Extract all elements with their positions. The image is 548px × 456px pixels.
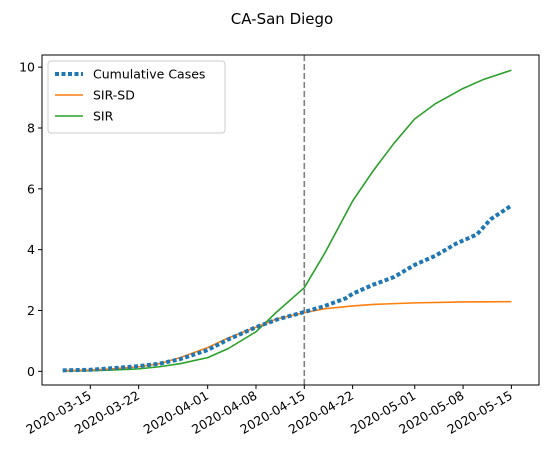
- y-tick-label: 10: [19, 60, 35, 75]
- y-tick-label: 8: [27, 120, 35, 135]
- legend-label: SIR: [93, 109, 114, 124]
- y-tick-label: 0: [27, 364, 35, 379]
- plot-frame: [41, 54, 540, 386]
- series-line-sir-sd: [62, 300, 512, 372]
- y-tick-label: 4: [27, 242, 35, 257]
- y-tick-label: 6: [27, 181, 35, 196]
- legend-label: SIR-SD: [93, 88, 135, 103]
- legend: Cumulative Cases SIR-SD SIR: [47, 60, 226, 134]
- legend-box: [47, 60, 226, 134]
- legend-label: Cumulative Cases: [93, 67, 205, 82]
- x-axis: 2020-03-152020-03-222020-04-012020-04-08…: [23, 385, 515, 437]
- series-line-cumulative-cases: [62, 203, 513, 373]
- chart-title: CA-San Diego: [231, 10, 333, 28]
- series-line-sir: [62, 69, 512, 372]
- y-axis: 0 2 4 6 8 10: [19, 60, 42, 379]
- y-tick-label: 2: [27, 303, 35, 318]
- plot-area: [62, 55, 513, 385]
